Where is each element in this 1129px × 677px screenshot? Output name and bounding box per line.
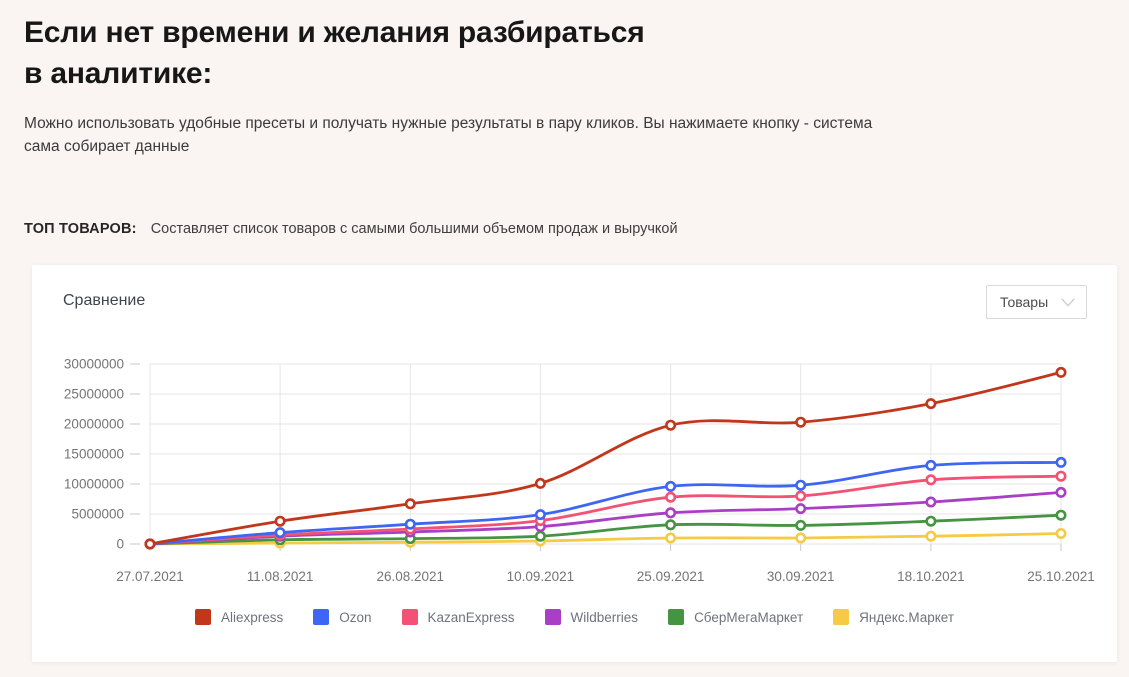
svg-text:25.10.2021: 25.10.2021 (1027, 569, 1095, 584)
legend-swatch-wildberries (544, 609, 561, 625)
page-title-line1: Если нет времени и желания разбираться (24, 16, 645, 49)
legend-item-yandexmarket[interactable]: Яндекс.Маркет (833, 609, 954, 625)
chart-legend: Aliexpress Ozon KazanExpress Wildberries… (32, 602, 1117, 632)
svg-text:25.09.2021: 25.09.2021 (637, 569, 705, 584)
svg-text:15000000: 15000000 (64, 447, 124, 462)
svg-text:10.09.2021: 10.09.2021 (507, 569, 575, 584)
svg-text:30.09.2021: 30.09.2021 (767, 569, 835, 584)
line-chart-svg: 0 5000000 10000000 15000000 20000000 25000000… (64, 357, 1095, 585)
legend-label-ozon: Ozon (339, 609, 372, 625)
legend-label-sbermegamarket: СберМегаМаркет (694, 609, 804, 625)
legend-label-yandexmarket: Яндекс.Маркет (859, 609, 955, 625)
preset-row: ТОП ТОВАРОВ: Составляет список товаров с … (24, 221, 1024, 237)
legend-swatch-aliexpress (194, 609, 211, 625)
svg-text:25000000: 25000000 (64, 387, 124, 402)
preset-description: Составляет список товаров с самыми больш… (150, 221, 678, 237)
legend-swatch-ozon (313, 609, 330, 625)
page-subtitle: Можно использовать удобные пресеты и пол… (24, 115, 873, 155)
svg-text:20000000: 20000000 (64, 417, 124, 432)
legend-item-wildberries[interactable]: Wildberries (544, 609, 639, 625)
legend-swatch-yandexmarket (833, 609, 850, 625)
entity-dropdown[interactable]: Товары (986, 285, 1087, 319)
legend-item-kazanexpress[interactable]: KazanExpress (401, 609, 515, 625)
legend-label-wildberries: Wildberries (570, 609, 639, 625)
preset-label: ТОП ТОВАРОВ: (24, 221, 137, 237)
svg-text:27.07.2021: 27.07.2021 (116, 569, 184, 584)
legend-swatch-kazanexpress (401, 609, 418, 625)
svg-text:26.08.2021: 26.08.2021 (377, 569, 445, 584)
chevron-down-icon (1061, 298, 1075, 307)
comparison-line-chart: 0 5000000 10000000 15000000 20000000 25000000… (48, 352, 1104, 597)
legend-item-sbermegamarket[interactable]: СберМегаМаркет (668, 609, 803, 625)
svg-text:5000000: 5000000 (71, 507, 124, 522)
legend-item-aliexpress[interactable]: Aliexpress (194, 609, 284, 625)
svg-text:0: 0 (116, 537, 124, 552)
svg-text:11.08.2021: 11.08.2021 (247, 569, 314, 584)
card-title: Сравнение (63, 292, 146, 309)
legend-label-kazanexpress: KazanExpress (427, 609, 515, 625)
dropdown-value: Товары (1000, 294, 1049, 310)
svg-text:30000000: 30000000 (64, 357, 124, 372)
svg-text:18.10.2021: 18.10.2021 (897, 569, 965, 584)
legend-swatch-sbermegamarket (668, 609, 685, 625)
comparison-card: Сравнение Товары 0 5000000 10000000 1500000… (32, 265, 1117, 662)
page-title: Если нет времени и желания разбираться в… (24, 12, 784, 94)
legend-label-aliexpress: Aliexpress (220, 609, 284, 625)
page-title-line2: в аналитике: (24, 57, 213, 90)
legend-item-ozon[interactable]: Ozon (313, 609, 372, 625)
svg-text:10000000: 10000000 (64, 477, 124, 492)
